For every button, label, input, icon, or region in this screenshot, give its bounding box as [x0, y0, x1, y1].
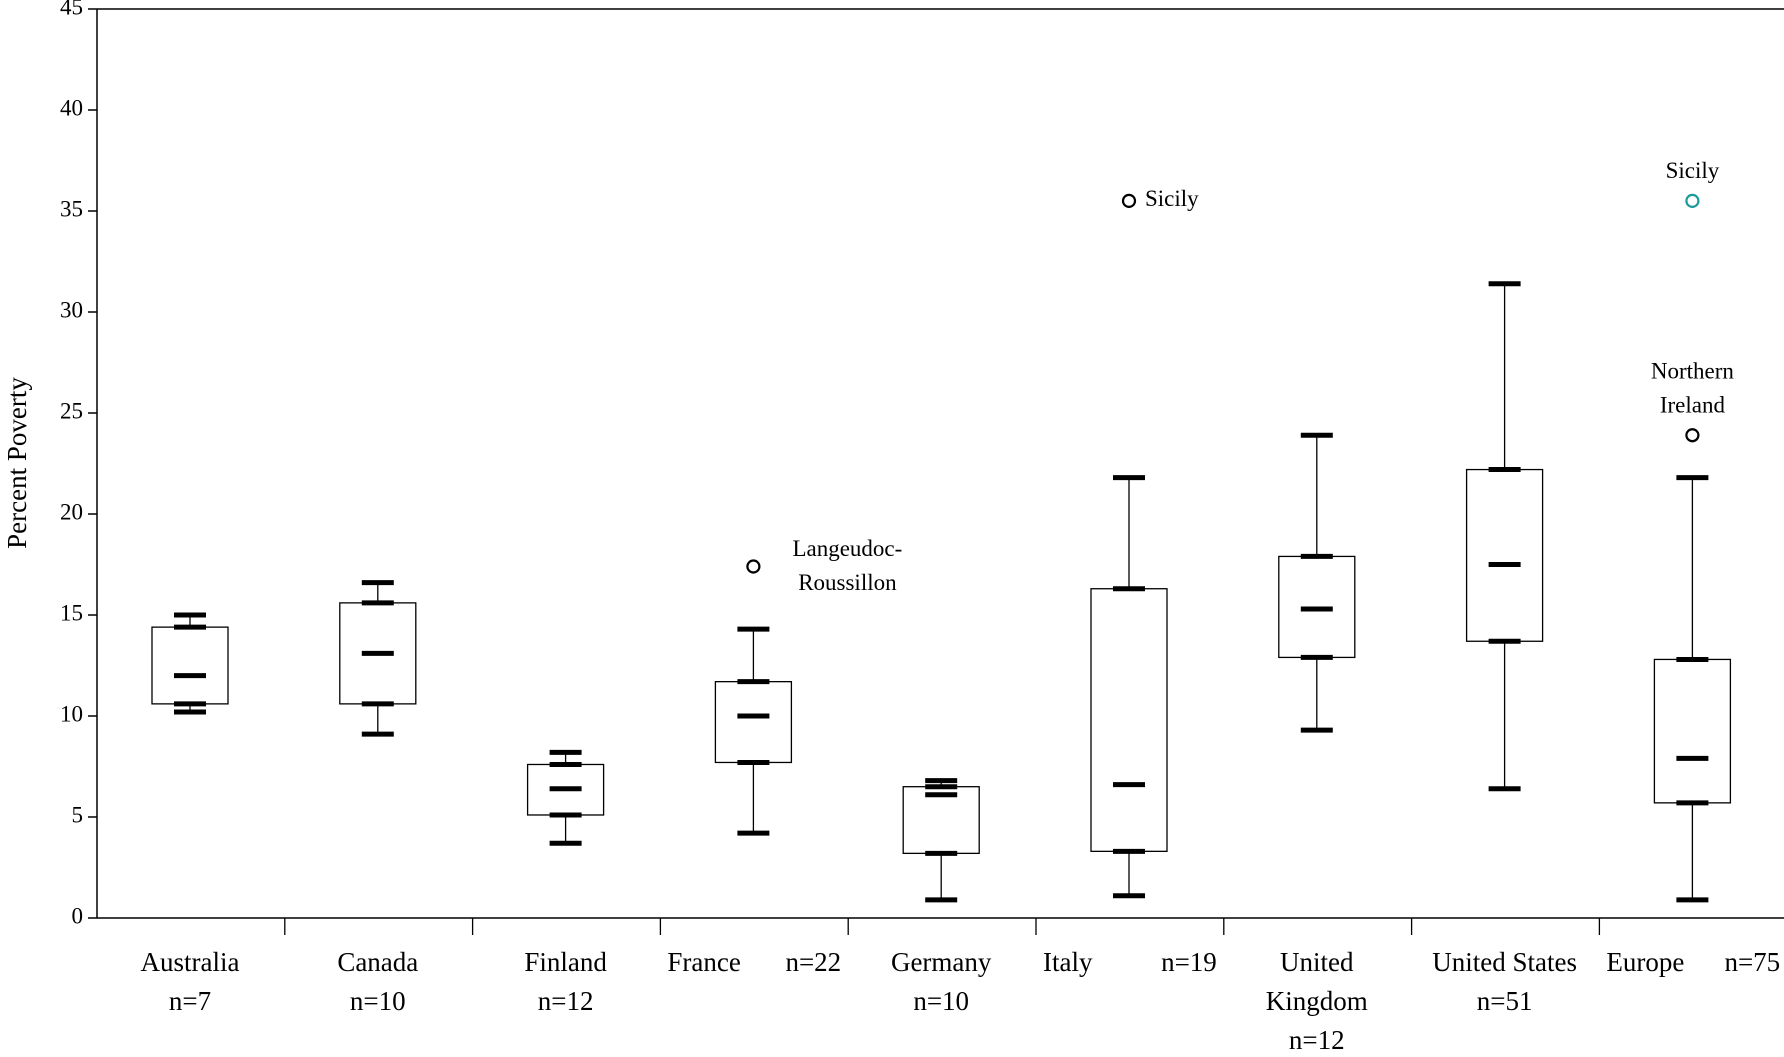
- y-tick-label: 15: [60, 600, 83, 625]
- box: [1653, 658, 1732, 804]
- y-tick-label: 30: [60, 297, 83, 322]
- outlier: [746, 559, 761, 574]
- x-tick-label: Germany: [891, 947, 992, 977]
- outlier: [1685, 193, 1700, 208]
- x-tick-label: n=10: [350, 986, 406, 1016]
- x-tick-label: Europe: [1606, 947, 1684, 977]
- box: [1465, 468, 1544, 642]
- x-tick-label: Canada: [337, 947, 418, 977]
- x-tick-label: n=51: [1477, 986, 1533, 1016]
- y-tick-label: 25: [60, 398, 83, 423]
- x-tick-label: n=19: [1161, 947, 1217, 977]
- x-tick-label: n=75: [1724, 947, 1780, 977]
- outlier-label: Northern: [1651, 359, 1735, 384]
- y-tick-label: 45: [60, 0, 83, 19]
- x-tick-label: United States: [1432, 947, 1577, 977]
- x-tick-label: n=12: [1289, 1025, 1345, 1055]
- x-tick-label: Italy: [1043, 947, 1093, 977]
- x-tick-label: United: [1280, 947, 1354, 977]
- y-tick-label: 10: [60, 701, 83, 726]
- outlier: [1685, 428, 1700, 443]
- x-tick-label: Kingdom: [1266, 986, 1368, 1016]
- box: [151, 626, 229, 705]
- y-tick-label: 40: [60, 95, 83, 120]
- outlier-label: Sicily: [1145, 186, 1199, 211]
- x-tick-label: France: [667, 947, 740, 977]
- y-tick-label: 5: [72, 802, 84, 827]
- x-tick-label: n=10: [913, 986, 969, 1016]
- box: [714, 681, 793, 764]
- y-tick-label: 35: [60, 196, 83, 221]
- outlier-label: Ireland: [1660, 393, 1726, 418]
- x-tick-label: n=22: [785, 947, 841, 977]
- y-tick-label: 0: [72, 903, 84, 928]
- x-tick-label: Finland: [524, 947, 607, 977]
- outlier-label: Sicily: [1666, 158, 1720, 183]
- outlier: [1121, 193, 1137, 208]
- y-axis-label: Percent Poverty: [2, 377, 32, 549]
- box: [902, 786, 980, 855]
- box: [1090, 588, 1168, 852]
- y-tick-label: 20: [60, 499, 83, 524]
- x-tick-label: Australia: [141, 947, 240, 977]
- outlier-label: Roussillon: [798, 570, 897, 595]
- outlier-label: Langeudoc-: [792, 536, 902, 561]
- x-tick-label: n=7: [169, 986, 211, 1016]
- x-tick-label: n=12: [538, 986, 594, 1016]
